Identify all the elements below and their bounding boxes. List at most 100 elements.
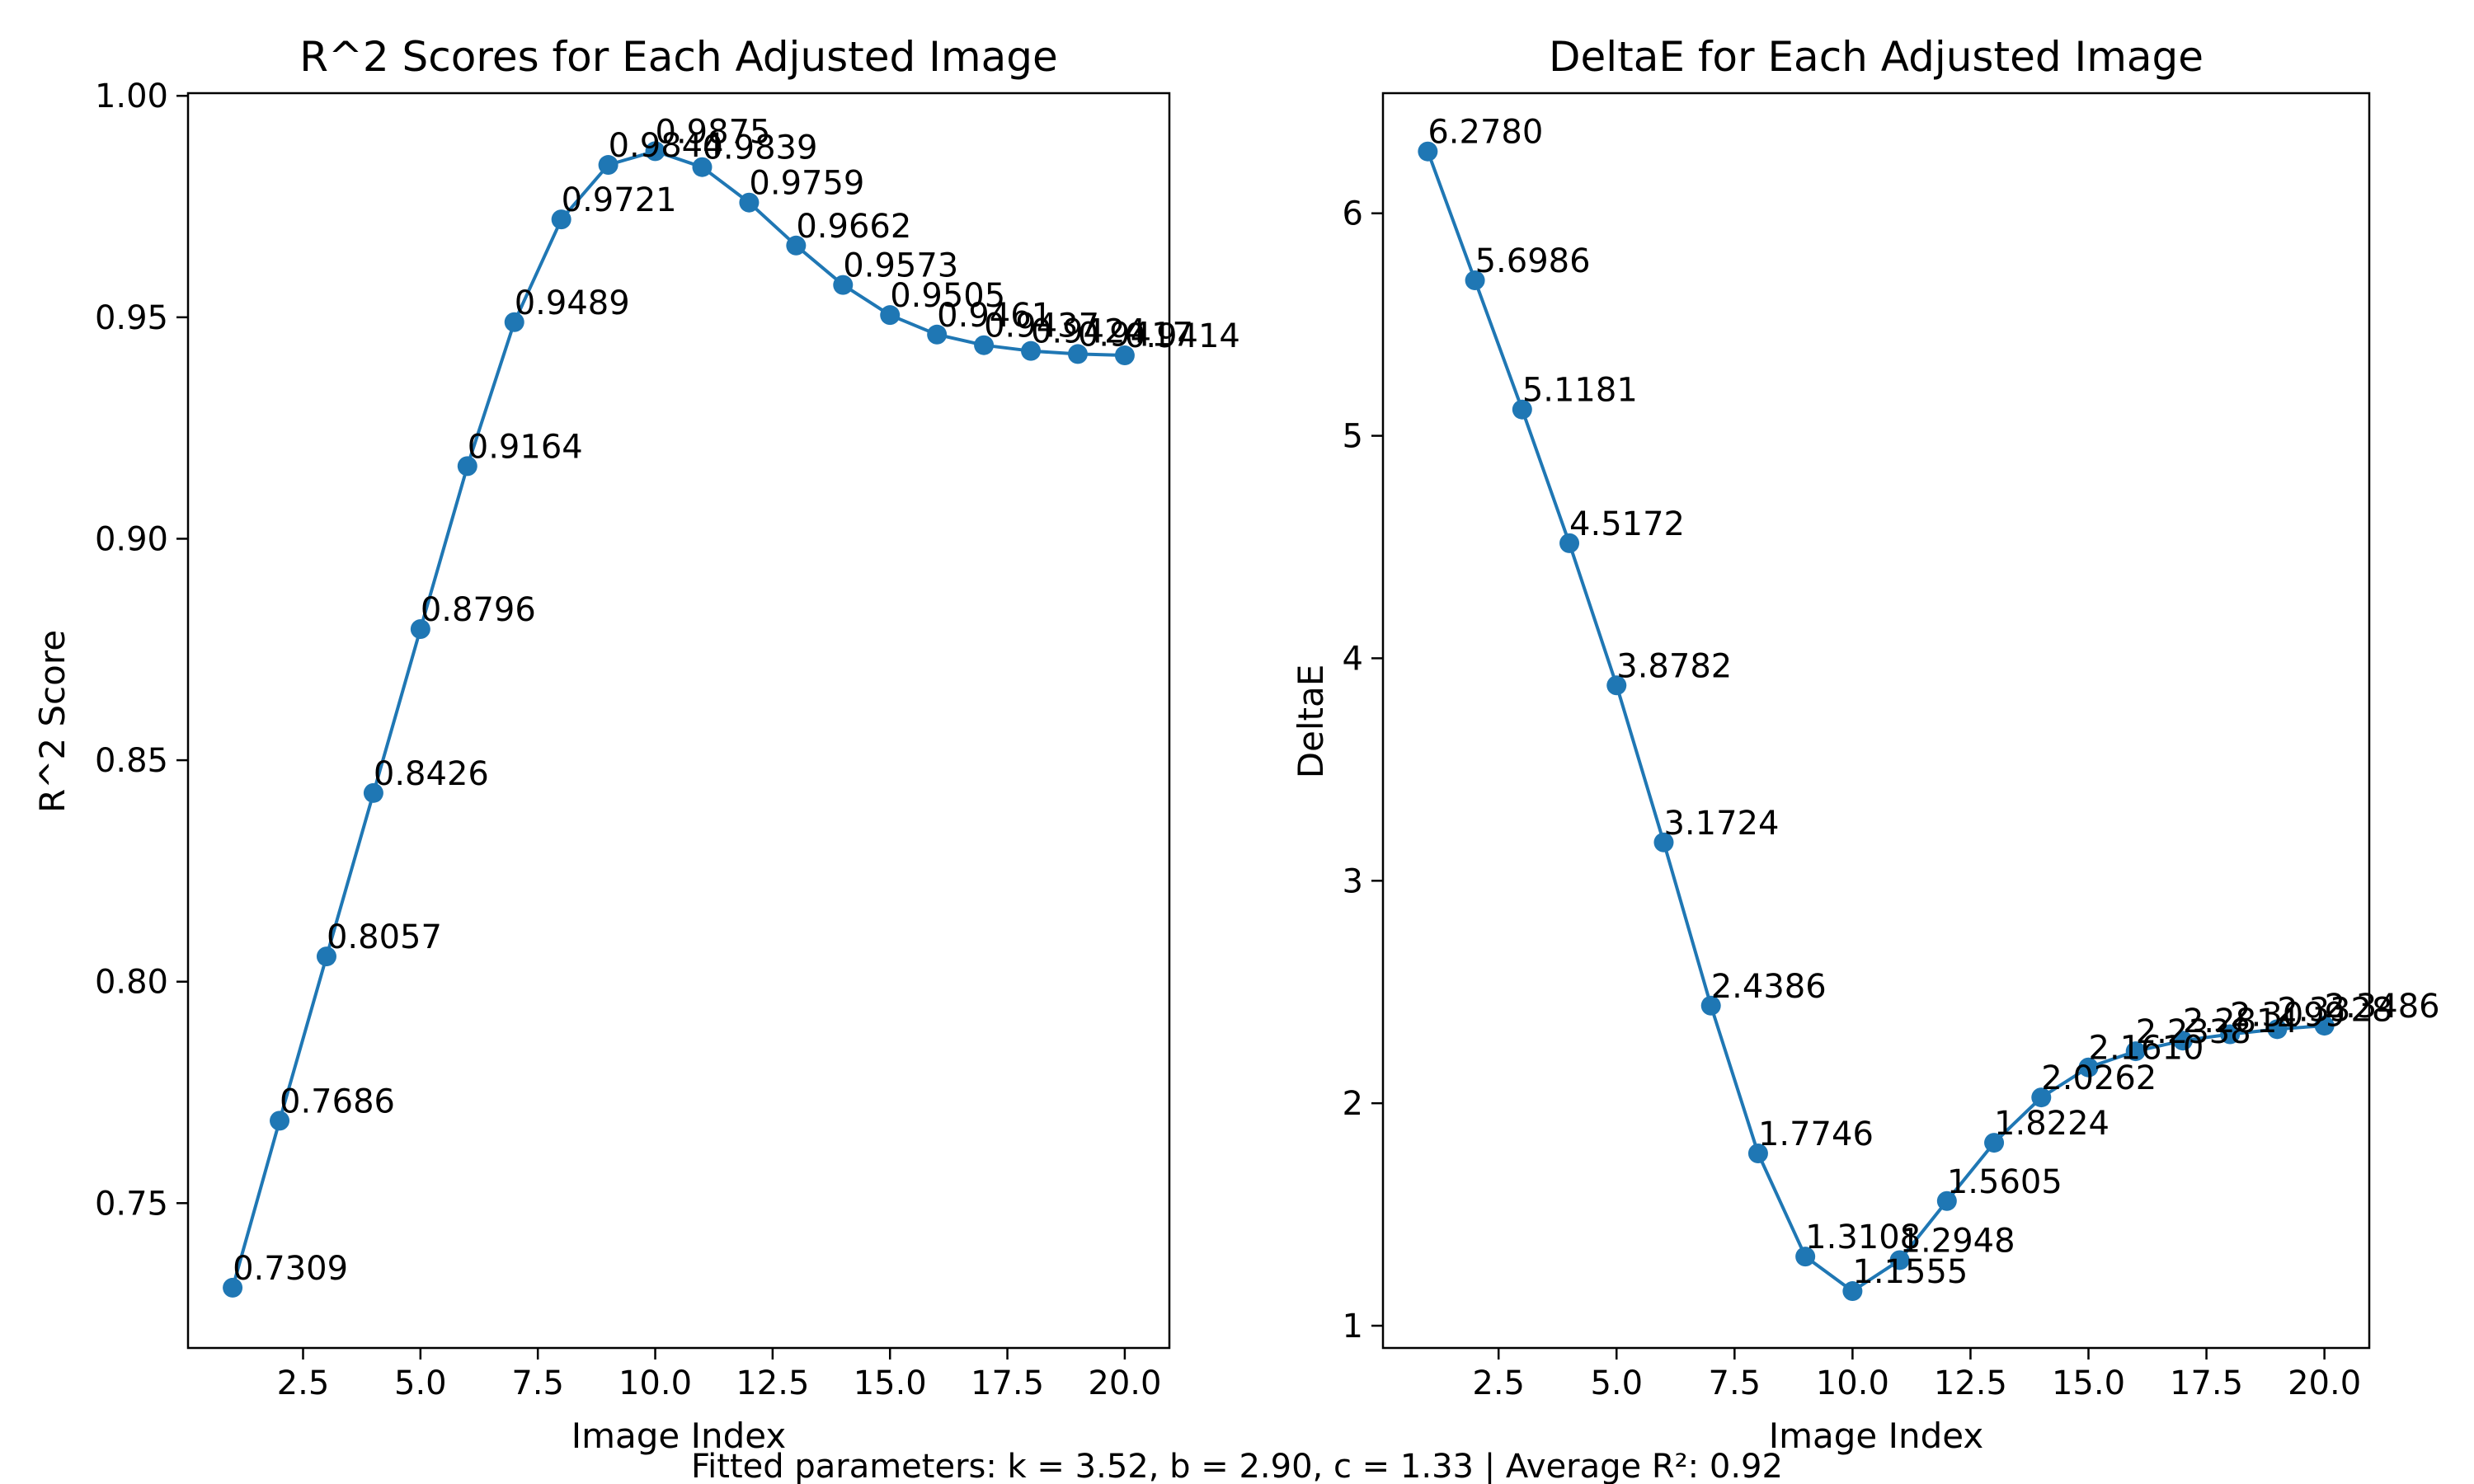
deltae-xtick-label: 10.0 (1816, 1364, 1889, 1402)
r2-data-point (927, 324, 948, 345)
deltae-data-label: 2.4386 (1711, 968, 1827, 1006)
r2-data-point (880, 305, 901, 326)
deltae-data-label: 2.1610 (2089, 1030, 2204, 1068)
deltae-data-label: 2.2814 (2183, 1003, 2298, 1040)
deltae-chart: DeltaE for Each Adjusted Image Image Ind… (1291, 33, 2440, 1456)
deltae-data-label: 1.7746 (1758, 1115, 1874, 1153)
deltae-data-label: 2.3486 (2325, 988, 2440, 1026)
r2-data-point (739, 192, 760, 213)
deltae-data-point (1653, 832, 1674, 852)
deltae-data-label: 3.8782 (1616, 647, 1732, 685)
deltae-data-label: 1.8224 (1994, 1105, 2109, 1143)
r2-data-label: 0.8426 (374, 755, 489, 793)
r2-data-label: 0.7686 (280, 1082, 395, 1120)
footer-fitted-parameters: Fitted parameters: k = 3.52, b = 2.90, c… (691, 1448, 1783, 1484)
deltae-data-point (1418, 141, 1438, 162)
deltae-data-point (1465, 270, 1485, 291)
deltae-data-label: 2.3099 (2230, 997, 2345, 1035)
deltae-xtick-label: 5.0 (1590, 1364, 1643, 1402)
r2-xtick-label: 7.5 (511, 1364, 564, 1402)
r2-data-label: 0.9164 (468, 428, 583, 466)
r2-data-label: 0.9875 (656, 113, 771, 151)
deltae-chart-ylabel: DeltaE (1291, 665, 1331, 779)
r2-data-label: 0.9417 (1078, 316, 1193, 354)
r2-data-label: 0.9414 (1125, 317, 1240, 355)
deltae-ytick-label: 5 (1343, 418, 1363, 456)
r2-data-label: 0.9662 (796, 208, 911, 246)
deltae-data-point (2078, 1057, 2099, 1078)
r2-ytick-label: 0.80 (95, 964, 168, 1002)
r2-data-point (410, 619, 430, 640)
deltae-ytick-label: 6 (1343, 195, 1363, 233)
deltae-data-label: 4.5172 (1569, 505, 1685, 543)
deltae-data-point (2031, 1087, 2052, 1108)
r2-chart-xlabel: Image Index (571, 1416, 787, 1456)
r2-xtick-label: 17.5 (971, 1364, 1044, 1402)
deltae-data-point (2220, 1024, 2241, 1045)
deltae-xtick-label: 2.5 (1472, 1364, 1525, 1402)
r2-data-point (316, 946, 336, 967)
r2-data-point (457, 456, 477, 477)
deltae-data-label: 5.1181 (1522, 372, 1638, 410)
deltae-ytick-label: 2 (1343, 1085, 1363, 1123)
r2-data-label: 0.9844 (609, 127, 724, 165)
r2-data-point (551, 209, 571, 230)
r2-ytick-label: 0.85 (95, 742, 168, 780)
r2-xtick-label: 12.5 (736, 1364, 809, 1402)
r2-ytick-label: 0.90 (95, 520, 168, 558)
r2-data-point (1114, 345, 1135, 366)
deltae-data-point (2172, 1031, 2193, 1051)
r2-data-label: 0.9721 (562, 181, 677, 219)
deltae-data-label: 3.1724 (1663, 805, 1779, 843)
r2-data-point (692, 157, 713, 177)
deltae-data-label: 2.2338 (2136, 1013, 2251, 1051)
deltae-chart-title: DeltaE for Each Adjusted Image (1549, 33, 2204, 81)
r2-data-label: 0.7309 (233, 1250, 348, 1288)
r2-chart: R^2 Scores for Each Adjusted Image Image… (32, 33, 1240, 1456)
r2-data-label: 0.9505 (890, 277, 1005, 315)
deltae-data-label: 5.6986 (1475, 242, 1591, 280)
deltae-data-point (1795, 1247, 1816, 1267)
r2-data-label: 0.9461 (937, 297, 1052, 335)
r2-ytick-label: 0.75 (95, 1185, 168, 1223)
r2-data-point (363, 782, 383, 803)
deltae-data-point (2314, 1016, 2335, 1036)
deltae-data-label: 1.5605 (1947, 1163, 2062, 1201)
r2-data-label: 0.9424 (1031, 313, 1146, 351)
r2-xtick-label: 10.0 (618, 1364, 692, 1402)
r2-data-point (833, 275, 854, 295)
r2-data-point (645, 141, 666, 162)
r2-data-label: 0.9759 (749, 165, 864, 203)
deltae-data-point (1936, 1190, 1957, 1211)
deltae-plot-frame (1381, 92, 2371, 1350)
deltae-data-point (1889, 1250, 1910, 1270)
r2-data-label: 0.8057 (327, 918, 442, 956)
r2-data-label: 0.9489 (515, 284, 630, 322)
deltae-data-point (1984, 1133, 2005, 1153)
r2-data-point (504, 312, 524, 332)
deltae-data-label: 1.2948 (1900, 1222, 2015, 1260)
r2-data-point (1021, 340, 1042, 361)
r2-xtick-label: 2.5 (277, 1364, 330, 1402)
r2-xtick-label: 15.0 (854, 1364, 927, 1402)
deltae-ytick-label: 3 (1343, 862, 1363, 900)
deltae-data-point (2125, 1041, 2146, 1062)
r2-chart-title: R^2 Scores for Each Adjusted Image (299, 33, 1058, 81)
r2-data-point (270, 1111, 290, 1131)
deltae-xtick-label: 15.0 (2052, 1364, 2125, 1402)
deltae-ytick-label: 4 (1343, 640, 1363, 678)
deltae-ytick-label: 1 (1343, 1308, 1363, 1345)
deltae-data-label: 2.0262 (2041, 1059, 2157, 1097)
r2-data-point (598, 155, 618, 176)
r2-chart-ylabel: R^2 Score (32, 630, 73, 813)
deltae-chart-xlabel: Image Index (1769, 1416, 1984, 1456)
deltae-data-point (1606, 675, 1627, 696)
deltae-data-label: 1.1555 (1852, 1253, 1968, 1291)
r2-plot-frame (186, 92, 1171, 1350)
r2-xtick-label: 20.0 (1088, 1364, 1161, 1402)
deltae-data-point (1842, 1281, 1863, 1302)
deltae-xtick-label: 20.0 (2288, 1364, 2361, 1402)
deltae-xtick-label: 7.5 (1709, 1364, 1761, 1402)
